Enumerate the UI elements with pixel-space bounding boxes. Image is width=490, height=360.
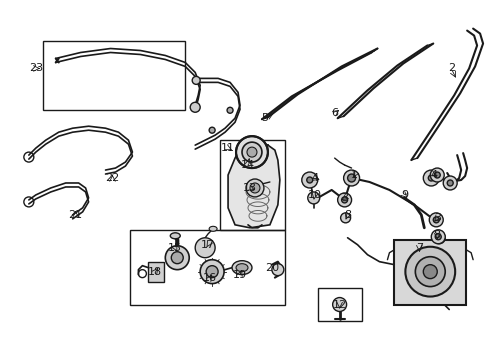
Text: 23: 23 — [29, 63, 43, 73]
Circle shape — [272, 264, 284, 276]
Circle shape — [338, 193, 352, 207]
Text: 4: 4 — [431, 170, 438, 180]
Circle shape — [435, 234, 441, 240]
Circle shape — [236, 136, 268, 168]
Text: 3: 3 — [434, 213, 441, 223]
Circle shape — [242, 142, 262, 162]
Text: 10: 10 — [308, 190, 322, 200]
Text: 3: 3 — [341, 193, 348, 203]
Text: 13: 13 — [243, 183, 257, 193]
Circle shape — [247, 147, 257, 157]
Circle shape — [192, 76, 200, 84]
Circle shape — [443, 176, 457, 190]
Circle shape — [434, 172, 440, 178]
Text: 12: 12 — [333, 300, 347, 310]
Text: 17: 17 — [201, 240, 215, 250]
Ellipse shape — [232, 261, 252, 275]
Text: 7: 7 — [416, 243, 423, 253]
Text: 6: 6 — [331, 108, 338, 118]
Bar — [394, 240, 466, 305]
Circle shape — [165, 246, 189, 270]
Bar — [43, 41, 185, 110]
Ellipse shape — [209, 226, 217, 231]
Circle shape — [206, 266, 218, 278]
Circle shape — [423, 170, 439, 186]
Ellipse shape — [423, 265, 437, 279]
Polygon shape — [228, 145, 280, 228]
Circle shape — [307, 177, 313, 183]
Text: 21: 21 — [69, 210, 83, 220]
Text: 4: 4 — [311, 173, 318, 183]
Circle shape — [200, 260, 224, 284]
Circle shape — [432, 233, 442, 243]
Ellipse shape — [236, 264, 248, 272]
Circle shape — [209, 127, 215, 133]
Text: 2: 2 — [448, 63, 455, 73]
Text: 19: 19 — [233, 270, 247, 280]
Text: 5: 5 — [262, 113, 269, 123]
Bar — [130, 230, 285, 305]
Text: 9: 9 — [401, 190, 408, 200]
Circle shape — [431, 230, 445, 244]
Text: 15: 15 — [168, 243, 182, 253]
Text: 20: 20 — [265, 263, 279, 273]
Circle shape — [433, 217, 439, 223]
Bar — [318, 288, 362, 321]
Text: 1: 1 — [351, 170, 358, 180]
Text: 11: 11 — [221, 143, 235, 153]
Circle shape — [250, 183, 260, 193]
Circle shape — [190, 102, 200, 112]
Circle shape — [308, 192, 319, 204]
Bar — [220, 140, 285, 230]
Ellipse shape — [405, 247, 455, 297]
Circle shape — [433, 232, 445, 244]
Text: 8: 8 — [434, 230, 441, 240]
Bar — [148, 262, 164, 282]
Circle shape — [447, 180, 453, 186]
Circle shape — [172, 252, 183, 264]
Circle shape — [341, 213, 350, 223]
Text: 14: 14 — [241, 160, 255, 170]
Circle shape — [227, 107, 233, 113]
Circle shape — [333, 298, 346, 311]
Circle shape — [343, 170, 360, 186]
Circle shape — [347, 174, 356, 182]
Circle shape — [342, 197, 347, 203]
Circle shape — [428, 175, 434, 181]
Ellipse shape — [416, 257, 445, 287]
Text: 22: 22 — [105, 173, 120, 183]
Circle shape — [429, 213, 443, 227]
Text: 16: 16 — [203, 273, 217, 283]
Circle shape — [302, 172, 318, 188]
Ellipse shape — [171, 233, 180, 239]
Text: 18: 18 — [148, 267, 162, 276]
Circle shape — [246, 179, 264, 197]
Circle shape — [430, 168, 444, 182]
Circle shape — [195, 238, 215, 258]
Text: 8: 8 — [344, 210, 351, 220]
